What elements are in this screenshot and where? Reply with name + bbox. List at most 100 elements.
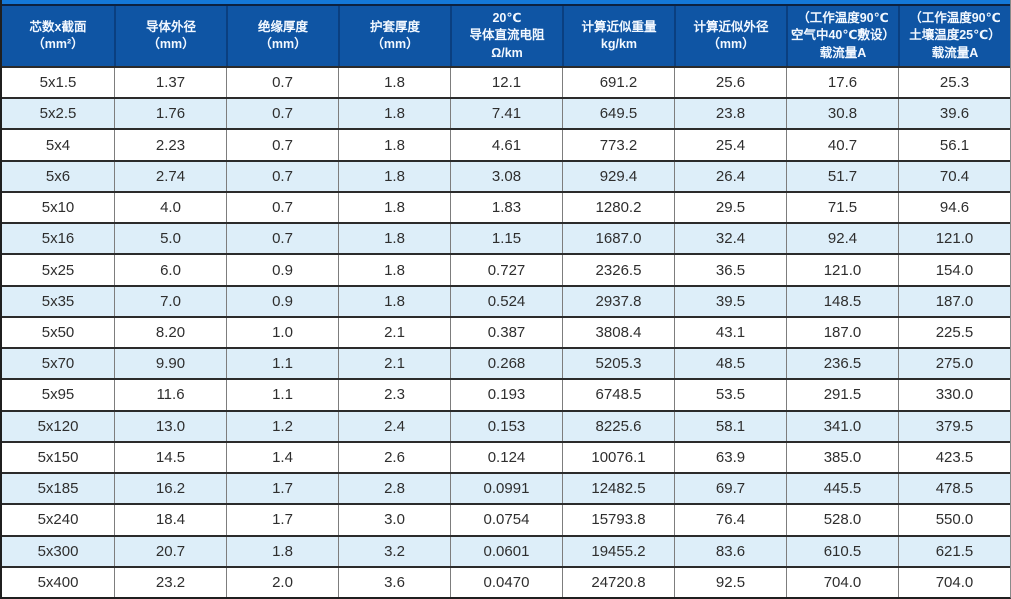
table-cell: 1.8: [338, 161, 450, 191]
table-cell: 43.1: [674, 317, 786, 348]
table-cell: 691.2: [562, 68, 674, 98]
table-cell: 0.7: [226, 68, 338, 98]
table-cell: 5x120: [37, 417, 79, 435]
table-cell: 1.2: [226, 411, 338, 441]
table-cell: 528.0: [786, 505, 898, 535]
table-row: 5x10 4.0 0.7 1.8 1.83 1280.2 29.5 71.5 94.6: [2, 190, 1010, 223]
table-cell: 11.6: [114, 380, 226, 410]
table-cell: 5x70: [41, 355, 75, 373]
table-cell: 121.0: [786, 255, 898, 285]
table-cell: 9.90: [114, 349, 226, 379]
table-cell: 1687.0: [562, 224, 674, 254]
table-cell: 773.2: [562, 130, 674, 160]
table-cell: 1.8: [338, 224, 450, 254]
table-cell: 1.7: [226, 474, 338, 504]
table-cell: 1.15: [450, 224, 562, 254]
table-row: 5x70 9.90 1.1 2.1 0.268 5205.3 48.5 236.5 275.0: [2, 347, 1010, 379]
table-row: 5x2.5 1.76 0.7 1.8 7.41 649.5 23.8 30.8 39.6: [2, 97, 1010, 129]
table-cell: 4.0: [114, 192, 226, 223]
table-cell: 341.0: [786, 411, 898, 441]
column-header: 计算近似外径 （mm）: [674, 6, 786, 66]
table-cell: 3.6: [338, 567, 450, 597]
table-cell: 23.8: [674, 99, 786, 129]
table-cell: 1.7: [226, 505, 338, 535]
table-cell: 3.08: [450, 161, 562, 191]
table-cell: 69.7: [674, 474, 786, 504]
column-header: 护套厚度 （mm）: [338, 6, 450, 66]
table-cell: 2.6: [338, 442, 450, 473]
table-cell: 1.8: [338, 130, 450, 160]
table-cell: 1.8: [226, 536, 338, 566]
table-cell: 1.8: [338, 99, 450, 129]
table-cell: 550.0: [898, 505, 1010, 535]
table-cell: 1280.2: [562, 192, 674, 223]
table-cell: 445.5: [786, 474, 898, 504]
table-cell: 0.9: [226, 255, 338, 285]
table-cell: 0.0470: [450, 567, 562, 597]
table-cell: 1.76: [114, 99, 226, 129]
table-cell: 2326.5: [562, 255, 674, 285]
table-cell: 5x240: [37, 511, 79, 529]
table-cell: 0.9: [226, 286, 338, 316]
table-cell: 0.727: [450, 255, 562, 285]
table-cell: 56.1: [898, 130, 1010, 160]
column-header: （工作温度90℃ 空气中40℃敷设） 载流量A: [786, 6, 898, 66]
table-cell: 5x400: [37, 573, 79, 591]
table-cell: 4.61: [450, 130, 562, 160]
table-cell: 18.4: [114, 505, 226, 535]
table-cell: 610.5: [786, 536, 898, 566]
column-header: （工作温度90℃ 土壤温度25℃） 载流量A: [898, 6, 1010, 66]
table-cell: 5.0: [114, 224, 226, 254]
table-cell: 0.0991: [450, 474, 562, 504]
table-cell: 379.5: [898, 411, 1010, 441]
table-cell: 15793.8: [562, 505, 674, 535]
table-cell: 5x4: [45, 136, 71, 154]
table-cell: 25.6: [674, 68, 786, 98]
table-cell: 12482.5: [562, 474, 674, 504]
table-cell: 0.153: [450, 411, 562, 441]
table-cell: 1.8: [338, 286, 450, 316]
table-cell: 478.5: [898, 474, 1010, 504]
table-cell: 25.3: [898, 68, 1010, 98]
table-top-accent: [2, 0, 1010, 6]
table-row: 5x35 7.0 0.9 1.8 0.524 2937.8 39.5 148.5 187.0: [2, 284, 1010, 316]
table-cell: 187.0: [898, 286, 1010, 316]
table-cell: 51.7: [786, 161, 898, 191]
table-cell: 2.23: [114, 130, 226, 160]
table-cell: 17.6: [786, 68, 898, 98]
table-cell: 121.0: [898, 224, 1010, 254]
table-row: 5x400 23.2 2.0 3.6 0.0470 24720.8 92.5 704.0 704…: [2, 565, 1010, 597]
table-cell: 26.4: [674, 161, 786, 191]
table-cell: 40.7: [786, 130, 898, 160]
table-cell: 2937.8: [562, 286, 674, 316]
table-cell: 7.41: [450, 99, 562, 129]
table-cell: 929.4: [562, 161, 674, 191]
table-cell: 0.387: [450, 317, 562, 348]
table-cell: 291.5: [786, 380, 898, 410]
table-cell: 70.4: [898, 161, 1010, 191]
table-cell: 71.5: [786, 192, 898, 223]
table-cell: 5x16: [41, 230, 75, 248]
column-header: 导体外径 （mm）: [114, 6, 226, 66]
table-cell: 1.37: [114, 68, 226, 98]
table-cell: 704.0: [898, 567, 1010, 597]
table-row: 5x6 2.74 0.7 1.8 3.08 929.4 26.4 51.7 70.4: [2, 159, 1010, 191]
table-cell: 94.6: [898, 192, 1010, 223]
table-cell: 2.0: [226, 567, 338, 597]
table-row: 5x1.5 1.37 0.7 1.8 12.1 691.2 25.6 17.6 25.3: [2, 66, 1010, 98]
table-cell: 63.9: [674, 442, 786, 473]
table-cell: 6.0: [114, 255, 226, 285]
table-cell: 39.6: [898, 99, 1010, 129]
table-cell: 0.7: [226, 192, 338, 223]
table-cell: 29.5: [674, 192, 786, 223]
table-cell: 5x95: [41, 386, 75, 404]
table-cell: 13.0: [114, 411, 226, 441]
table-cell: 5x50: [41, 323, 75, 341]
table-cell: 25.4: [674, 130, 786, 160]
table-cell: 704.0: [786, 567, 898, 597]
table-cell: 5x2.5: [39, 105, 77, 123]
table-cell: 30.8: [786, 99, 898, 129]
column-header: 芯数x截面 （mm²）: [29, 19, 87, 52]
table-cell: 423.5: [898, 442, 1010, 473]
table-cell: 275.0: [898, 349, 1010, 379]
